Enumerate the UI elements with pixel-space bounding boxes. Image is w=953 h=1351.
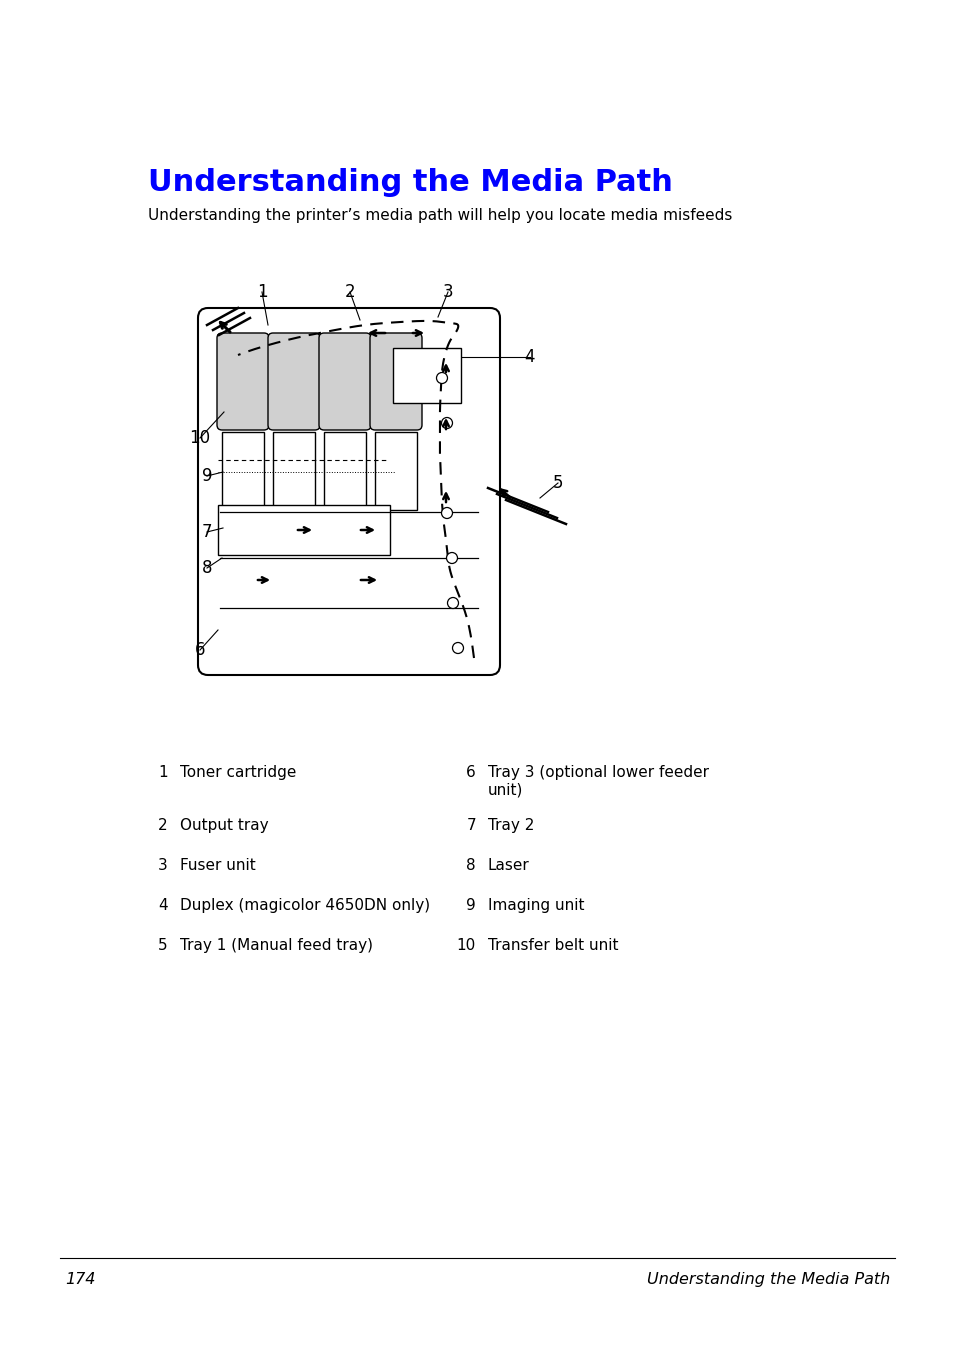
Text: Toner cartridge: Toner cartridge (180, 765, 296, 780)
Text: 8: 8 (466, 858, 476, 873)
Text: 4: 4 (158, 898, 168, 913)
Text: 5: 5 (552, 474, 562, 492)
Text: 9: 9 (466, 898, 476, 913)
Text: 8: 8 (201, 559, 212, 577)
Circle shape (447, 597, 458, 608)
Text: Tray 2: Tray 2 (488, 817, 534, 834)
Text: 1: 1 (256, 282, 267, 301)
FancyBboxPatch shape (198, 308, 499, 676)
Text: Laser: Laser (488, 858, 529, 873)
Text: Understanding the printer’s media path will help you locate media misfeeds: Understanding the printer’s media path w… (148, 208, 732, 223)
Text: Output tray: Output tray (180, 817, 269, 834)
Bar (222, 432, 264, 509)
Text: Duplex (magicolor 4650DN only): Duplex (magicolor 4650DN only) (180, 898, 430, 913)
Bar (375, 432, 416, 509)
Text: 10: 10 (456, 938, 476, 952)
Text: 10: 10 (190, 430, 211, 447)
Text: Transfer belt unit: Transfer belt unit (488, 938, 618, 952)
Text: 1: 1 (158, 765, 168, 780)
Circle shape (446, 553, 457, 563)
Text: Tray 3 (optional lower feeder
unit): Tray 3 (optional lower feeder unit) (488, 765, 708, 797)
Text: 4: 4 (524, 349, 535, 366)
Circle shape (441, 508, 452, 519)
Circle shape (452, 643, 463, 654)
Text: Fuser unit: Fuser unit (180, 858, 255, 873)
Text: 3: 3 (158, 858, 168, 873)
Bar (273, 432, 314, 509)
Text: Understanding the Media Path: Understanding the Media Path (148, 168, 672, 197)
Text: 7: 7 (466, 817, 476, 834)
Text: 6: 6 (194, 640, 205, 659)
Text: 3: 3 (442, 282, 453, 301)
Bar (324, 432, 366, 509)
Circle shape (441, 417, 452, 428)
Text: 174: 174 (65, 1273, 95, 1288)
Text: Imaging unit: Imaging unit (488, 898, 584, 913)
FancyBboxPatch shape (370, 332, 421, 430)
Text: 5: 5 (158, 938, 168, 952)
Text: Tray 1 (Manual feed tray): Tray 1 (Manual feed tray) (180, 938, 373, 952)
Text: 6: 6 (466, 765, 476, 780)
FancyBboxPatch shape (318, 332, 371, 430)
FancyBboxPatch shape (216, 332, 269, 430)
Text: Understanding the Media Path: Understanding the Media Path (646, 1273, 889, 1288)
Text: 2: 2 (344, 282, 355, 301)
Text: 2: 2 (158, 817, 168, 834)
Bar (218, 505, 390, 555)
Circle shape (436, 373, 447, 384)
Text: 9: 9 (201, 467, 212, 485)
FancyBboxPatch shape (268, 332, 319, 430)
Bar (393, 349, 460, 403)
Text: 7: 7 (201, 523, 212, 540)
